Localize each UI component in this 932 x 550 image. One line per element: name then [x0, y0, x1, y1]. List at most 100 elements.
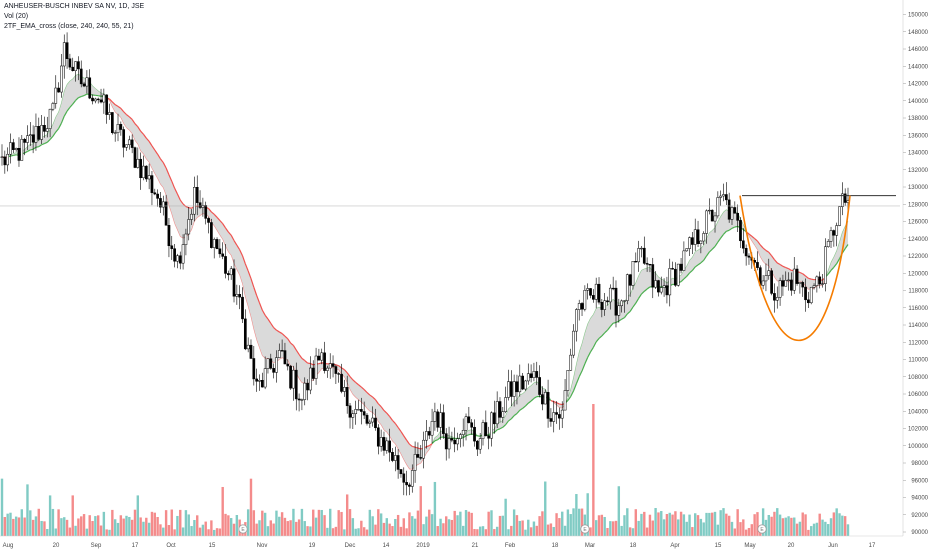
candle: [224, 244, 227, 279]
time-tick-label: 17: [869, 543, 876, 549]
fast-ema-segment: [378, 421, 382, 426]
volume-bar: [532, 521, 536, 536]
volume-bar: [657, 512, 660, 536]
volume-bar: [696, 515, 700, 536]
fast-ema-segment: [27, 144, 31, 147]
price-tick-label: 126000: [908, 220, 929, 226]
candle: [654, 271, 657, 289]
candle-body: [283, 350, 287, 365]
candle-body: [719, 195, 723, 198]
candle-body: [187, 219, 191, 235]
volume-bar: [105, 529, 108, 536]
candle: [306, 379, 309, 401]
candle: [778, 277, 782, 306]
fast-ema-segment: [13, 152, 17, 154]
candle: [408, 482, 411, 496]
candle: [464, 413, 468, 441]
fast-ema-segment: [372, 412, 376, 416]
candle: [181, 234, 185, 270]
slow-ema-segment: [437, 436, 441, 441]
volume-bar: [309, 526, 312, 536]
candle: [487, 426, 491, 450]
cloud-fill: [2, 74, 848, 470]
candle-body: [193, 187, 196, 215]
volume-bar: [17, 517, 21, 536]
candle: [801, 280, 805, 297]
volume-bar: [600, 514, 604, 536]
earnings-marker: E: [580, 524, 590, 534]
fast-ema-segment: [556, 404, 560, 408]
candle: [136, 147, 140, 169]
fast-ema-segment: [511, 401, 515, 407]
slow-ema-segment: [137, 126, 142, 132]
candle: [246, 337, 250, 353]
candle-body: [736, 212, 740, 221]
volume-bar: [221, 486, 224, 536]
volume-bar: [232, 523, 236, 536]
candle: [187, 206, 191, 241]
slow-ema-segment: [499, 426, 504, 430]
candle-body: [688, 237, 691, 249]
candle: [258, 374, 261, 391]
candle-body: [826, 241, 830, 248]
volume-bar: [213, 529, 216, 536]
candle-body: [475, 440, 479, 450]
slow-ema-segment: [703, 255, 708, 261]
candle: [586, 283, 590, 300]
candle: [600, 298, 604, 318]
candle: [524, 379, 527, 391]
volume-bar: [744, 529, 748, 536]
slow-ema-segment: [607, 326, 611, 331]
candle: [178, 251, 182, 270]
candle-body: [388, 440, 391, 453]
fast-ema-segment: [842, 226, 846, 233]
slow-ema-segment: [270, 322, 275, 328]
candle: [94, 97, 97, 104]
fast-ema-segment: [762, 261, 767, 265]
candle: [781, 274, 785, 296]
fast-ema-segment: [553, 402, 557, 406]
candle: [379, 429, 383, 452]
time-tick-label: Oct: [166, 543, 176, 549]
candle: [422, 431, 425, 469]
volume-bar: [263, 512, 267, 536]
candle-body: [761, 280, 765, 286]
candle-body: [343, 387, 346, 392]
volume-bar: [388, 523, 391, 536]
slow-ema-segment: [827, 269, 832, 275]
candle: [275, 350, 278, 383]
candle-body: [739, 220, 742, 242]
slow-ema-segment: [318, 362, 322, 365]
candle-body: [178, 255, 182, 264]
candle: [447, 426, 451, 459]
slow-ema-segment: [609, 322, 614, 327]
candle-body: [31, 134, 35, 143]
candle-body: [456, 438, 459, 445]
fast-ema-segment: [279, 357, 283, 360]
volume-bar: [541, 511, 544, 536]
candle-body: [583, 290, 587, 310]
candle: [351, 410, 355, 430]
price-tick-label: 106000: [908, 392, 929, 398]
candle: [153, 188, 157, 196]
fast-ema-segment: [395, 443, 399, 450]
fast-ema-segment: [607, 301, 611, 306]
candle-body: [68, 58, 72, 68]
volume-bar: [391, 526, 394, 536]
price-tick-label: 118000: [908, 289, 928, 295]
volume-bar: [297, 519, 301, 536]
volume-bar: [501, 515, 505, 536]
candle-body: [74, 61, 77, 71]
volume-bar: [88, 515, 91, 536]
price-tick-label: 142000: [908, 82, 929, 88]
slow-ema-segment: [771, 255, 775, 261]
slow-ema-segment: [276, 329, 280, 333]
slow-ema-segment: [52, 131, 57, 137]
slow-ema-segment: [174, 187, 178, 195]
price-tick-label: 100000: [908, 444, 929, 450]
volume-bar: [515, 515, 519, 536]
candle: [710, 209, 714, 222]
slow-ema-segment: [225, 227, 229, 233]
legend-indicator: 2TF_EMA_cross (close, 240, 240, 55, 21): [4, 23, 134, 30]
